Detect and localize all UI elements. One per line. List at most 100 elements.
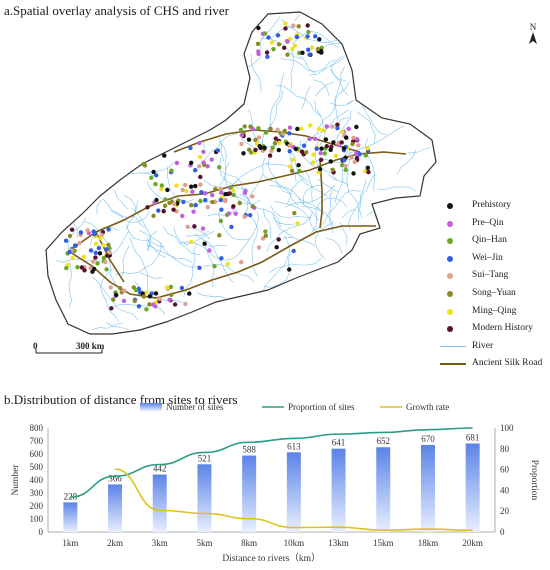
site-dot	[104, 267, 109, 272]
site-dot	[253, 147, 258, 153]
bar	[108, 484, 123, 532]
site-dot	[193, 168, 198, 173]
river-line	[356, 111, 376, 144]
y-left-tick-label: 200	[30, 501, 44, 511]
site-dot	[277, 140, 282, 145]
site-dot	[290, 157, 296, 162]
site-dot	[151, 169, 156, 175]
site-dot	[163, 197, 168, 202]
site-dot	[106, 227, 111, 232]
river-line	[328, 174, 350, 186]
scale-bar	[35, 349, 103, 354]
river-line	[146, 244, 166, 258]
site-dot	[272, 141, 278, 146]
river-line	[272, 217, 295, 225]
site-dot	[205, 164, 210, 169]
river-line	[326, 237, 343, 254]
site-dot	[183, 182, 188, 188]
site-dot	[298, 126, 304, 131]
bar	[331, 448, 346, 532]
river-line	[274, 201, 318, 233]
site-dot	[228, 185, 234, 190]
site-dot	[330, 124, 335, 129]
site-dot	[248, 213, 253, 218]
site-dot	[256, 49, 261, 54]
site-dot	[73, 243, 78, 248]
legend-dot-icon	[447, 290, 453, 297]
site-dot	[346, 126, 351, 131]
site-dot	[365, 165, 370, 170]
legend-item: River	[440, 338, 550, 356]
site-dot	[305, 23, 310, 28]
river-line	[250, 215, 259, 277]
y-left-tick-label: 0	[39, 527, 44, 537]
site-dot	[212, 264, 217, 269]
site-dot	[153, 291, 159, 296]
site-dot	[151, 302, 156, 307]
site-dot	[180, 187, 185, 193]
site-dot	[262, 31, 268, 36]
x-tick-label: 20km	[462, 538, 483, 548]
site-dot	[201, 160, 206, 165]
site-dot	[322, 151, 327, 156]
site-dot	[143, 290, 149, 295]
river-line	[67, 217, 86, 252]
bar-data-label: 442	[153, 464, 167, 474]
site-dot	[349, 155, 354, 160]
y-left-axis-title: Number	[11, 464, 21, 496]
site-dot	[318, 151, 323, 156]
site-dot	[304, 150, 309, 155]
legend-line-icon	[440, 345, 466, 348]
site-dot	[292, 43, 298, 48]
site-dot	[242, 124, 247, 129]
river-line	[194, 233, 234, 283]
river-line	[396, 149, 417, 175]
river-line	[301, 206, 334, 234]
river-line	[329, 68, 349, 96]
site-dot	[256, 135, 262, 140]
site-dot	[82, 268, 87, 273]
river-line	[110, 209, 150, 223]
site-dot	[306, 29, 311, 35]
site-dot	[197, 140, 202, 146]
site-dot	[351, 171, 356, 176]
river-line	[316, 81, 350, 134]
region-outline	[45, 11, 437, 335]
site-dot	[340, 162, 345, 168]
bar	[420, 444, 435, 532]
site-dot	[290, 46, 295, 52]
river-line	[248, 56, 262, 68]
river-line	[131, 172, 155, 177]
river-line	[138, 229, 192, 263]
site-dot	[197, 265, 202, 270]
site-dot	[274, 245, 279, 250]
panel-a-title: a.Spatial overlay analysis of CHS and ri…	[4, 3, 229, 18]
legend-item: Qin–Han	[440, 232, 550, 250]
site-dot	[225, 261, 231, 267]
site-dot	[147, 294, 153, 299]
site-dot	[97, 251, 103, 256]
silk-road-line	[319, 159, 323, 229]
site-dot	[246, 137, 252, 142]
river-line	[264, 72, 285, 133]
site-dot	[133, 288, 139, 293]
river-line	[299, 139, 321, 172]
bar	[286, 452, 301, 532]
site-dot	[219, 256, 224, 261]
site-dot	[77, 241, 82, 246]
river-line	[91, 322, 123, 330]
river-line	[301, 86, 311, 110]
site-dot	[352, 159, 357, 165]
site-dot	[132, 298, 137, 304]
site-dot	[219, 207, 224, 212]
site-dot	[343, 163, 348, 169]
bar	[242, 455, 257, 532]
river-line	[377, 186, 417, 192]
site-dot	[287, 131, 292, 136]
site-dot	[184, 188, 189, 194]
site-dot	[107, 250, 112, 255]
site-dot	[81, 254, 87, 260]
river-line	[130, 237, 152, 297]
legend-item: Sui–Tang	[440, 267, 550, 285]
silk-road-line	[95, 231, 125, 283]
